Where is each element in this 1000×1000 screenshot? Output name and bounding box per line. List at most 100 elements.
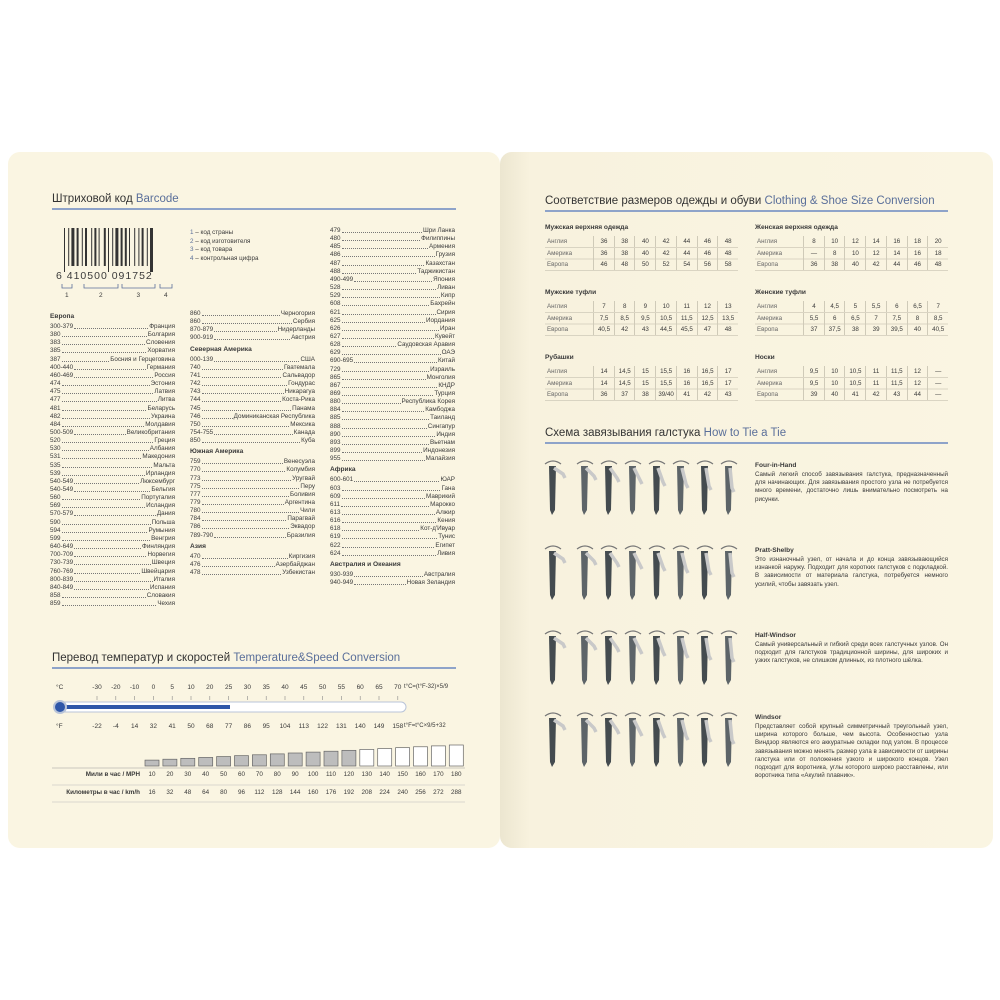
size-cell: 15 (634, 366, 655, 377)
tie-wide-end (677, 718, 684, 767)
tie-collar (696, 460, 714, 465)
fahrenheit-tick: 113 (298, 723, 309, 730)
region-heading: Австралия и Океания (330, 560, 401, 568)
size-cell: 8,5 (613, 312, 635, 324)
country-name: Камбоджа (425, 406, 455, 414)
size-cell: 39 (803, 389, 824, 400)
country-code: 690-695 (330, 357, 354, 365)
celsius-tick: 60 (356, 684, 364, 691)
tie-wide-end (629, 636, 636, 685)
size-cell: 13 (717, 301, 738, 312)
tie-collar (672, 712, 690, 717)
tie-collar (648, 545, 666, 550)
country-row: 482 Украина (50, 413, 175, 421)
country-name: ЮАР (440, 476, 455, 484)
title-rule (545, 210, 948, 212)
barcode-legend-item: 4 – контрольная цифра (190, 255, 258, 262)
leader (201, 565, 275, 567)
country-name: Казахстан (425, 259, 455, 267)
country-name: Монголия (426, 373, 455, 381)
country-code: 869 (330, 390, 341, 397)
leader (74, 556, 147, 558)
tie-wide-end (605, 636, 612, 685)
country-code: 890 (330, 430, 341, 438)
country-row: 742 Гондурас (190, 380, 315, 388)
country-code: 865 (330, 373, 341, 381)
barcode-bar (134, 228, 136, 266)
barcode-bar (129, 228, 130, 266)
size-cell: 40 (823, 389, 845, 400)
country-row: 600-601 ЮАР (330, 476, 455, 484)
row-label: Европа (757, 326, 779, 333)
country-code: 484 (50, 420, 61, 428)
country-code: 485 (330, 243, 341, 251)
country-row: 789-790 Бразилия (190, 532, 315, 540)
mph-value: 50 (220, 771, 228, 778)
leader (201, 323, 292, 325)
country-code: 629 (330, 349, 341, 357)
size-cell: 11 (865, 366, 886, 377)
tie-narrow-end (728, 637, 736, 663)
leader (214, 536, 286, 538)
section-title: Соответствие размеров одежды и обуви Clo… (545, 195, 935, 207)
country-name: Перу (300, 482, 315, 490)
country-code: 955 (330, 455, 341, 463)
barcode-part-number: 4 (164, 292, 168, 299)
country-row: 486 Грузия (330, 251, 455, 259)
country-row: 500-509 Великобритания (50, 429, 175, 437)
tie-narrow-end (553, 718, 567, 731)
country-row: 888 Сингапур (330, 423, 455, 431)
country-code: 745 (190, 404, 201, 412)
fahrenheit-tick: -22 (92, 723, 102, 730)
region-heading: Северная Америка (190, 345, 252, 353)
tie-collar (576, 712, 594, 717)
country-name: Иордания (426, 316, 455, 324)
country-name: Гана (441, 484, 455, 492)
size-cell: 8 (823, 247, 845, 259)
title-ru: Схема завязывания галстука (545, 427, 701, 439)
country-name: Сербия (292, 318, 315, 326)
tie-collar (600, 545, 618, 550)
row-label: Европа (757, 391, 779, 398)
country-row: 840-849 Испания (50, 584, 175, 592)
size-cell: 10 (823, 366, 845, 377)
leader (341, 232, 422, 233)
country-name: Россия (154, 371, 175, 379)
fahrenheit-tick: 95 (262, 723, 270, 730)
tie-narrow-end (656, 467, 667, 487)
country-name: Германия (146, 363, 175, 371)
country-code: 640-649 (50, 543, 74, 551)
fahrenheit-tick: 68 (206, 723, 214, 730)
country-row: 594 Румыния (50, 527, 175, 535)
country-name: Словения (146, 339, 175, 347)
tie-wide-end (677, 551, 684, 600)
leader (61, 531, 148, 533)
country-row: 621 Сирия (330, 309, 455, 317)
size-cell: 11,5 (885, 366, 907, 377)
kmh-value: 224 (379, 789, 390, 796)
size-cell: 48 (613, 259, 635, 270)
country-code: 618 (330, 525, 341, 533)
size-cell: 16 (885, 236, 907, 247)
row-label: Америка (757, 249, 783, 257)
leader (74, 368, 146, 370)
size-cell: 8 (613, 301, 635, 312)
tie-narrow-end (553, 466, 567, 479)
country-code: 860 (190, 318, 201, 326)
country-code: 560 (50, 494, 61, 502)
barcode-bar (124, 228, 127, 266)
country-code: 387 (50, 355, 61, 363)
country-code: 729 (330, 365, 341, 373)
speed-box (269, 753, 285, 767)
country-name: США (300, 355, 315, 363)
leader (61, 466, 153, 468)
leader (341, 256, 435, 258)
country-code: 743 (190, 388, 201, 396)
leader (201, 315, 280, 316)
tie-collar (624, 460, 642, 465)
country-row: 599 Венгрия (50, 535, 175, 543)
kmh-value: 144 (289, 789, 301, 796)
row-label: Англия (757, 368, 778, 375)
barcode-bar (112, 228, 114, 266)
leader (201, 385, 288, 387)
